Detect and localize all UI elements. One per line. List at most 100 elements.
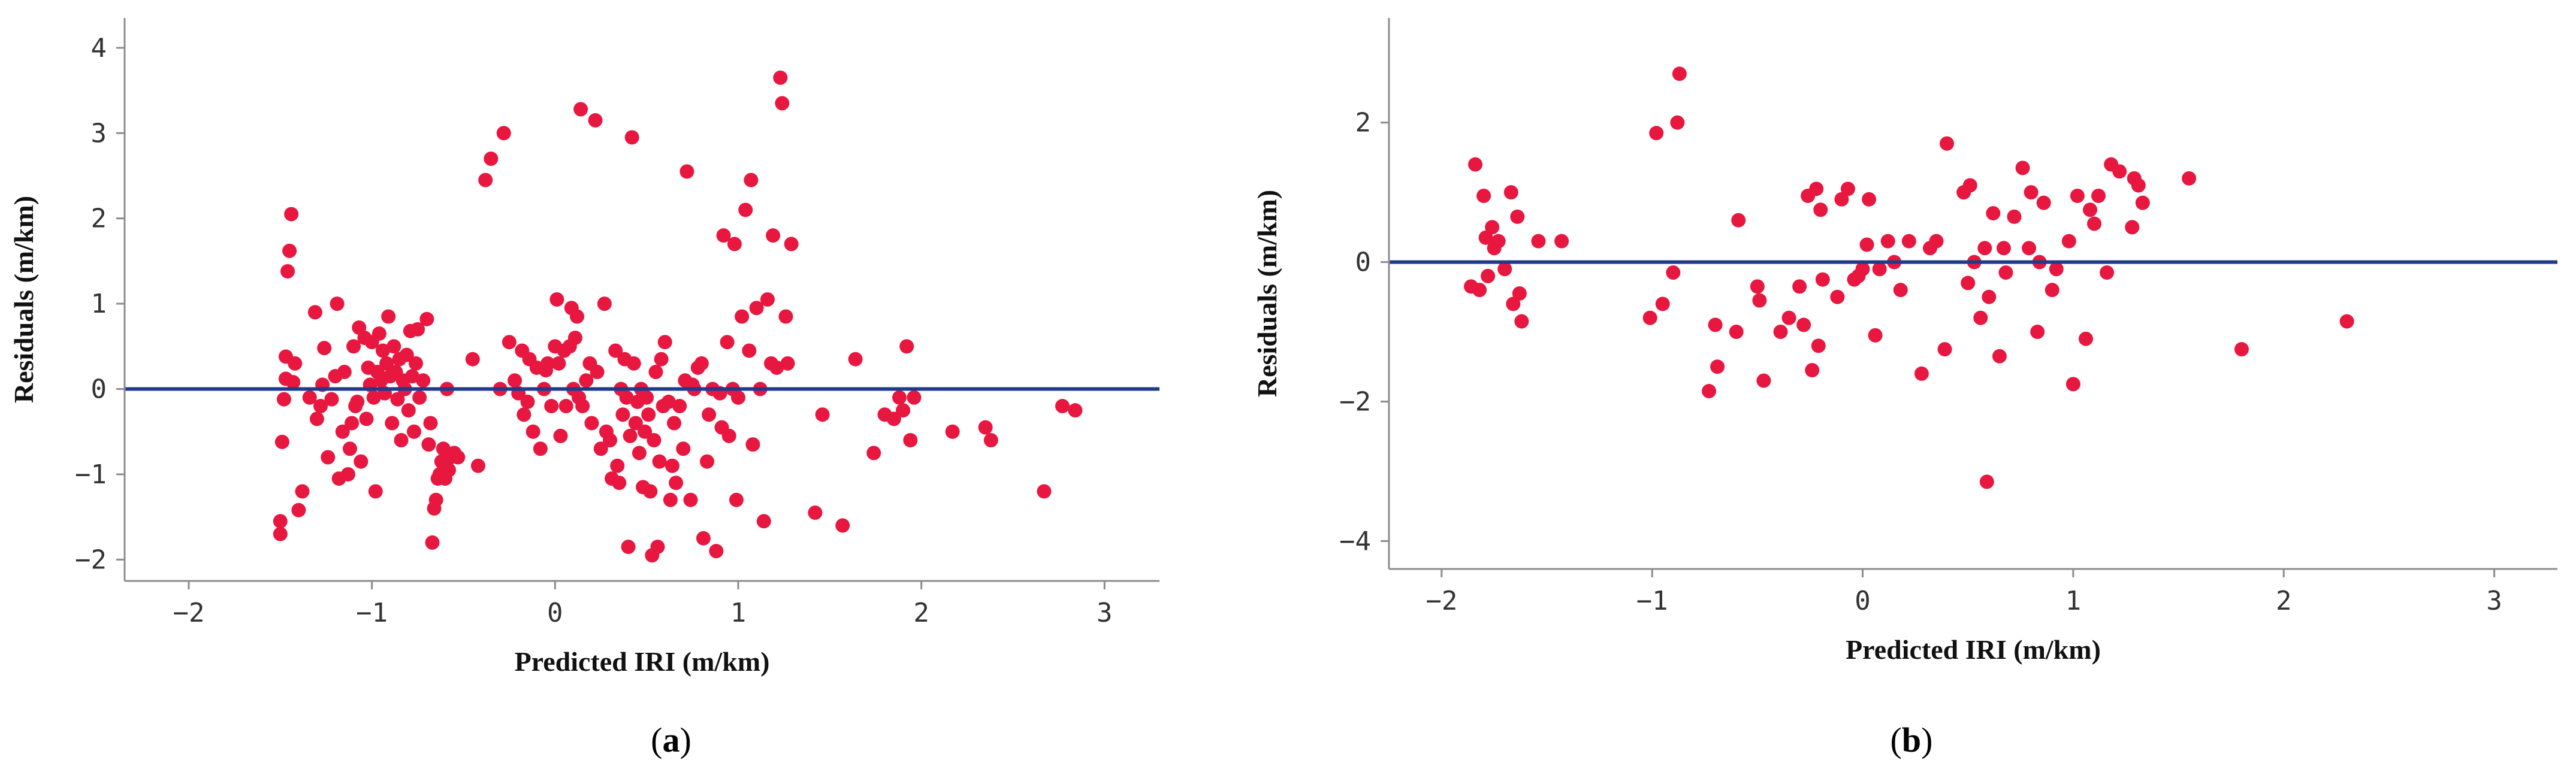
scatter-point <box>1998 265 2013 280</box>
x-tick-label: 0 <box>1855 586 1871 616</box>
scatter-point <box>624 130 639 145</box>
scatter-point <box>416 373 431 388</box>
scatter-point <box>1805 363 1820 378</box>
scatter-point <box>1961 275 1976 290</box>
scatter-point <box>379 356 394 371</box>
scatter-point <box>1666 265 1681 280</box>
scatter-point <box>2100 265 2115 280</box>
scatter-point <box>1901 234 1916 249</box>
scatter-point <box>354 454 369 469</box>
scatter-point <box>638 424 653 439</box>
scatter-point <box>1510 209 1525 224</box>
scatter-point <box>526 424 540 439</box>
scatter-point <box>386 339 401 354</box>
scatter-point <box>567 331 582 346</box>
scatter-point <box>425 535 440 550</box>
x-tick-label: 3 <box>2486 586 2502 616</box>
scatter-point <box>394 433 409 447</box>
y-tick-label: 3 <box>91 118 107 149</box>
scatter-point <box>2070 188 2085 203</box>
scatter-point <box>729 492 744 507</box>
scatter-point <box>615 407 630 422</box>
scatter-point <box>1813 202 1828 217</box>
scatter-point <box>720 335 735 350</box>
scatter-point <box>815 407 830 422</box>
scatter-point <box>553 428 568 443</box>
scatter-point <box>641 407 656 422</box>
x-tick-label: −2 <box>173 598 204 628</box>
scatter-point <box>639 390 654 405</box>
scatter-point <box>406 424 421 439</box>
scatter-point <box>330 296 345 311</box>
scatter-point <box>749 301 764 316</box>
scatter-point <box>643 484 658 499</box>
scatter-point <box>274 434 289 449</box>
scatter-point <box>284 207 299 222</box>
scatter-point <box>647 433 662 447</box>
scatter-point <box>470 458 485 473</box>
scatter-point <box>1973 310 1988 325</box>
scatter-point <box>1702 384 1717 399</box>
scatter-point <box>1880 234 1895 249</box>
x-tick-label: 3 <box>1097 598 1113 628</box>
scatter-point <box>1962 178 1977 193</box>
scatter-point <box>1512 286 1527 301</box>
scatter-point <box>2135 195 2150 210</box>
scatter-point <box>619 390 634 405</box>
scatter-point <box>558 399 573 414</box>
scatter-point <box>1485 220 1500 235</box>
scatter-point <box>654 352 669 367</box>
scatter-point <box>273 514 288 529</box>
scatter-point <box>342 441 357 456</box>
scatter-point <box>666 416 681 431</box>
scatter-point <box>465 352 480 367</box>
scatter-point <box>721 428 736 443</box>
scatter-point <box>1982 289 1997 304</box>
scatter-point <box>1815 272 1830 287</box>
scatter-point <box>551 356 566 371</box>
scatter-point <box>1830 289 1845 304</box>
scatter-point <box>676 441 691 456</box>
scatter-point <box>903 433 918 447</box>
scatter-point <box>423 416 438 431</box>
scatter-point <box>1781 310 1796 325</box>
scatter-point <box>321 450 336 465</box>
scatter-point <box>1796 317 1811 332</box>
scatter-point <box>2007 209 2022 224</box>
scatter-point <box>309 411 324 426</box>
scatter-point <box>2049 262 2064 277</box>
scatter-point <box>291 502 306 517</box>
scatter-point <box>621 540 636 555</box>
axes-a: −2 −1 0 1 2 3 −2 −1 0 1 2 3 4 <box>75 18 1159 628</box>
scatter-point <box>2131 178 2146 193</box>
scatter-point <box>1068 403 1083 418</box>
scatter-point <box>2061 234 2076 249</box>
scatter-point <box>1792 279 1807 294</box>
scatter-point <box>1977 241 1992 256</box>
scatter-point <box>399 347 414 362</box>
scatter-point <box>520 394 535 409</box>
scatter-point <box>2030 325 2045 340</box>
scatter-point <box>502 335 517 350</box>
scatter-point <box>1855 262 1870 277</box>
scatter-point <box>2112 164 2127 179</box>
scatter-point <box>573 102 588 117</box>
scatter-point <box>696 531 711 546</box>
scatter-point <box>1979 474 1994 489</box>
scatter-point <box>2024 185 2039 200</box>
scatter-point <box>2087 216 2102 231</box>
scatter-point <box>1862 192 1877 207</box>
scatter-point <box>735 309 750 324</box>
scatter-point <box>324 392 339 407</box>
y-axis-title-b: Residuals (m/km) <box>1252 190 1282 397</box>
scatter-point <box>390 392 405 407</box>
x-tick-label: 1 <box>730 598 747 628</box>
scatter-point <box>665 458 680 473</box>
scatter-point <box>1986 206 2001 221</box>
scatter-point <box>419 311 434 326</box>
scatter-point <box>866 446 881 461</box>
scatter-point <box>593 441 608 456</box>
scatter-point <box>2078 331 2093 346</box>
scatter-point <box>590 365 605 380</box>
scatter-point <box>451 450 466 465</box>
